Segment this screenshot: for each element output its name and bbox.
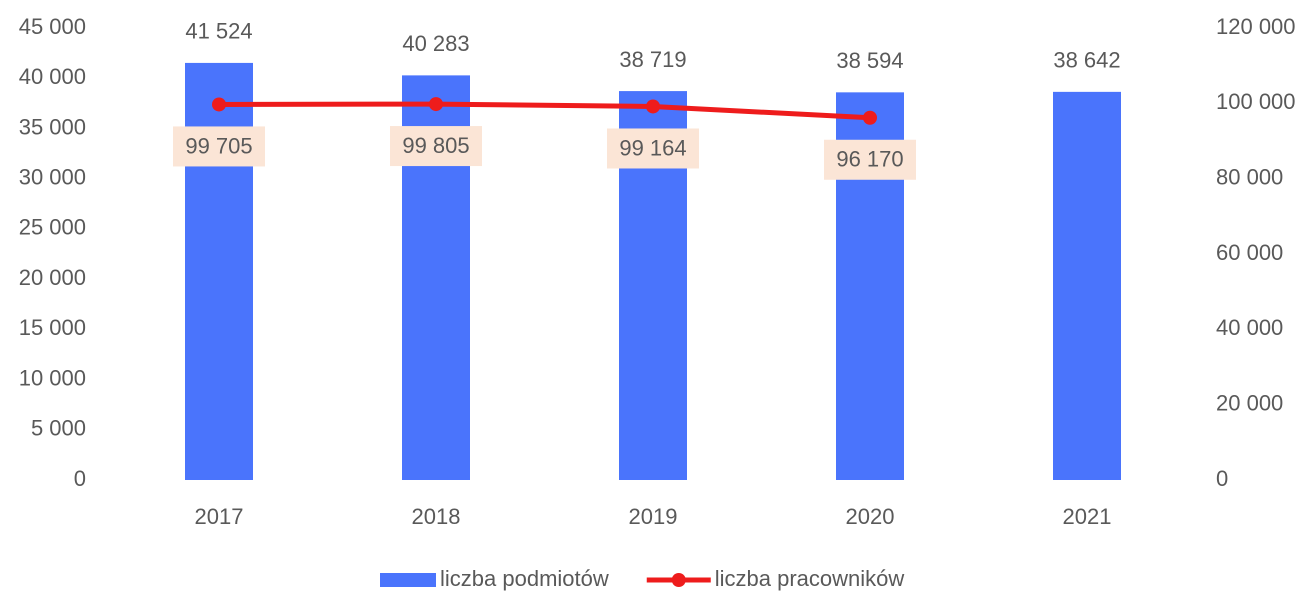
line-value-label: 99 164 [619, 135, 686, 160]
line-marker [212, 97, 226, 112]
bar [1053, 91, 1121, 480]
line-value-label: 99 705 [185, 133, 252, 158]
x-tick-label: 2017 [195, 504, 244, 529]
legend-label: liczba podmiotów [440, 566, 609, 591]
y-tick-label: 10 000 [19, 365, 86, 390]
line-marker [863, 110, 877, 125]
line-value-label: 96 170 [836, 147, 903, 172]
y-tick-label: 0 [74, 466, 86, 491]
legend-label: liczba pracowników [715, 566, 905, 591]
y-tick-label: 30 000 [19, 164, 86, 189]
y-tick-label: 25 000 [19, 215, 86, 240]
bar-value-label: 41 524 [185, 19, 252, 44]
data-label-box [173, 126, 265, 167]
data-label-box [607, 128, 699, 169]
y-tick-label: 35 000 [19, 114, 86, 139]
bar-value-label: 38 719 [619, 47, 686, 72]
line-marker [646, 99, 660, 114]
line-marker [429, 97, 443, 112]
y2-tick-label: 100 000 [1216, 89, 1296, 114]
line [218, 101, 871, 121]
data-label-box [390, 126, 482, 167]
bar-value-label: 40 283 [402, 31, 469, 56]
y-tick-label: 45 000 [19, 14, 86, 39]
bar-value-label: 38 642 [1053, 48, 1120, 73]
y2-tick-label: 80 000 [1216, 164, 1283, 189]
legend-swatch-marker [671, 573, 686, 587]
x-tick-label: 2021 [1063, 504, 1112, 529]
legend-swatch [380, 573, 436, 587]
x-tick-label: 2019 [629, 504, 678, 529]
y2-tick-label: 60 000 [1216, 240, 1283, 265]
y-tick-label: 5 000 [31, 416, 86, 441]
x-tick-label: 2020 [846, 504, 895, 529]
data-label-box [824, 139, 916, 180]
x-tick-label: 2018 [412, 504, 461, 529]
bar-value-label: 38 594 [836, 48, 903, 73]
y2-tick-label: 120 000 [1216, 14, 1296, 39]
y2-tick-label: 0 [1216, 466, 1228, 491]
y-tick-label: 15 000 [19, 315, 86, 340]
y-tick-label: 20 000 [19, 265, 86, 290]
line-value-label: 99 805 [402, 133, 469, 158]
y-tick-label: 40 000 [19, 64, 86, 89]
y2-tick-label: 40 000 [1216, 315, 1283, 340]
y2-tick-label: 20 000 [1216, 390, 1283, 415]
bar [185, 62, 253, 480]
